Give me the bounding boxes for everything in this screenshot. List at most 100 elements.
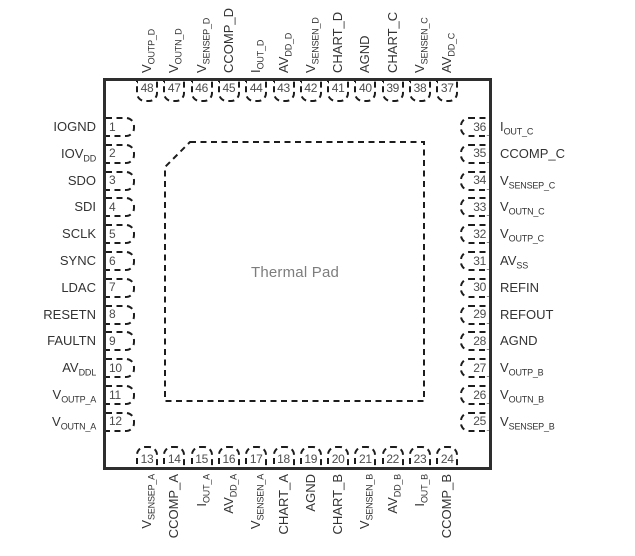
pin-label: IOUT_D [248,0,266,73]
pin-label: CHART_B [330,474,346,556]
pin-label: VSENSEN_A [248,474,266,556]
pin-pad-30: 30 [460,277,489,298]
pin-number: 36 [473,119,486,134]
pin-label-base: CHART_B [330,474,346,535]
pin-number: 32 [473,226,486,241]
pin-label-subscript: DD_A [228,474,239,498]
pin-label-base: V [52,413,61,429]
pin-label-subscript: OUT_C [503,126,534,137]
pin-label: AVSS [500,252,630,271]
pin-pad-11: 11 [106,385,135,405]
pin-label: CCOMP_C [500,145,630,163]
pin-label: LDAC [0,279,96,297]
pin-pad-5: 5 [106,224,135,245]
pin-label: IOVDD [0,145,96,164]
pin-pad-31: 31 [460,251,489,271]
pin-label: SDI [0,198,96,216]
pin-pad-26: 26 [460,385,489,405]
pin-number: 31 [473,253,486,268]
pin-pad-2: 2 [106,143,135,164]
pin-label-base: V [500,226,509,242]
pin-pad-44: 44 [245,81,268,102]
pin-pad-35: 35 [460,143,489,164]
pin-label-base: AGND [357,35,373,73]
pin-label: CHART_C [385,0,401,73]
pin-number: 5 [109,226,116,241]
pin-pad-9: 9 [106,331,135,352]
pin-label-subscript: OUTP_C [508,233,545,244]
pin-pad-43: 43 [272,81,295,102]
pin-number: 48 [140,81,154,95]
pin-number: 11 [109,387,121,402]
pin-number: 8 [109,307,116,322]
pin-pad-18: 18 [272,446,295,467]
pin-label: CCOMP_A [166,474,182,556]
pin-label-base: I [412,503,427,507]
pin-label: VOUTN_A [0,413,96,432]
pin-pad-37: 37 [436,81,459,102]
pin-label-base: REFOUT [500,306,554,322]
pin-number: 45 [222,81,236,95]
pin-label-base: V [500,172,509,188]
pin-pad-22: 22 [381,446,404,467]
pin-pad-17: 17 [245,446,268,467]
pin-label-base: CHART_C [384,11,400,73]
pin-number: 33 [473,199,486,214]
pin-number: 34 [473,173,486,188]
pin-pad-8: 8 [106,304,135,325]
pin-label-base: IOGND [53,119,96,134]
pin-number: 24 [440,452,454,466]
pin-label-base: AV [500,253,517,268]
thermal-pad-outline [164,141,425,402]
pin-pad-1: 1 [106,117,135,137]
pin-label: AGND [357,0,373,73]
pin-label-subscript: OUTP_B [508,367,544,378]
pin-number: 23 [413,452,427,466]
pin-label: VSENSEP_B [500,413,630,432]
pin-label-base: CCOMP_C [500,145,566,161]
pin-number: 44 [249,81,263,95]
pin-label-base: SCLK [62,226,96,242]
pin-number: 25 [473,414,486,429]
pin-label-base: SDI [74,199,96,215]
pin-label: VOUTN_B [500,386,630,405]
pin-label: AVDD_B [385,474,403,556]
pin-number: 9 [109,333,116,348]
pin-label-subscript: OUT_A [201,474,212,504]
pin-number: 14 [167,452,181,466]
pin-number: 29 [473,307,486,322]
pin-label-base: AGND [302,474,318,512]
pin-label-subscript: OUTN_B [508,394,545,405]
pin-label: VOUTN_C [500,198,630,217]
pin-pad-33: 33 [460,197,489,218]
pin-number: 30 [473,280,486,295]
pin-number: 26 [473,387,486,402]
pin-label: AVDD_D [276,0,294,73]
pin-pad-12: 12 [106,411,135,432]
pin-label-subscript: OUTN_D [173,28,184,65]
pin-pad-48: 48 [136,81,158,102]
pin-number: 13 [140,452,154,466]
pin-label-base: SDO [67,172,96,188]
pin-label: VSENSEP_C [500,172,630,191]
pin-label: VOUTN_D [166,0,184,73]
pin-label: SDO [0,172,96,190]
pin-number: 35 [473,146,486,161]
pin-label-base: V [500,360,509,376]
pin-label: IOUT_A [194,474,212,556]
pin-number: 28 [473,333,486,348]
pin-pad-36: 36 [460,117,489,137]
pin-number: 20 [331,452,345,466]
pin-label: AGND [500,332,630,350]
pin-label-base: CCOMP_D [220,7,236,73]
pin-pad-28: 28 [460,331,489,352]
pin-label-base: I [500,119,504,134]
pin-label-subscript: SS [516,260,528,271]
pin-number: 43 [277,81,290,95]
pin-number: 6 [109,253,116,268]
pin-label: IOUT_C [500,118,630,137]
pin-label: VSENSEN_D [303,0,321,73]
pin-pad-16: 16 [217,446,240,467]
pin-label-subscript: SENSEN_C [419,17,430,65]
pin-label-base: SYNC [59,253,96,268]
